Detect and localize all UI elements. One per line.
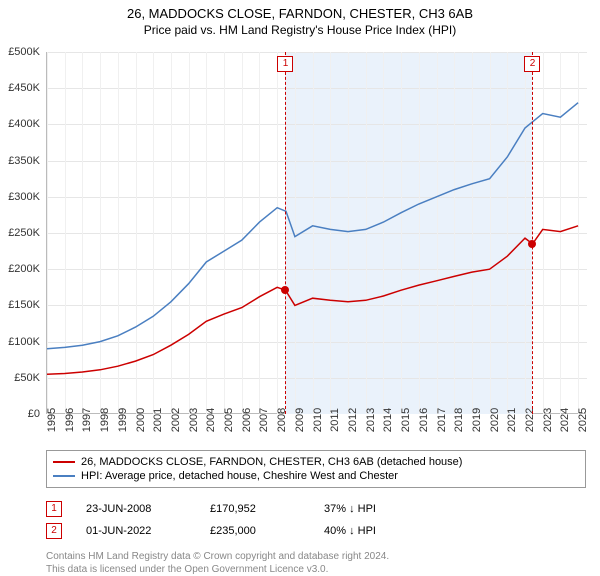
legend-row-hpi: HPI: Average price, detached house, Ches…	[53, 469, 579, 483]
y-tick-label: £100K	[8, 336, 40, 348]
sale-dot	[281, 286, 289, 294]
y-tick-label: £200K	[8, 263, 40, 275]
sale-line	[285, 52, 286, 414]
sales-badge-1: 1	[46, 501, 62, 517]
legend-label-property: 26, MADDOCKS CLOSE, FARNDON, CHESTER, CH…	[81, 456, 462, 468]
y-tick-label: £300K	[8, 191, 40, 203]
legend-swatch-hpi	[53, 475, 75, 477]
y-tick-label: £0	[28, 408, 40, 420]
y-tick-label: £50K	[14, 372, 40, 384]
legend-swatch-property	[53, 461, 75, 463]
sales-date-2: 01-JUN-2022	[86, 525, 186, 537]
chart-container: 26, MADDOCKS CLOSE, FARNDON, CHESTER, CH…	[0, 0, 600, 560]
legend-area: 26, MADDOCKS CLOSE, FARNDON, CHESTER, CH…	[46, 450, 586, 576]
property-line	[47, 226, 578, 374]
sale-line	[532, 52, 533, 414]
sales-badge-2: 2	[46, 523, 62, 539]
sales-row-1: 1 23-JUN-2008 £170,952 37% ↓ HPI	[46, 498, 586, 520]
sale-dot	[528, 240, 536, 248]
y-tick-label: £400K	[8, 118, 40, 130]
sale-marker-badge: 2	[524, 56, 540, 72]
sales-price-2: £235,000	[210, 525, 300, 537]
legend-row-property: 26, MADDOCKS CLOSE, FARNDON, CHESTER, CH…	[53, 455, 579, 469]
title-block: 26, MADDOCKS CLOSE, FARNDON, CHESTER, CH…	[0, 0, 600, 37]
chart-area: 12 £0£50K£100K£150K£200K£250K£300K£350K£…	[46, 52, 586, 414]
y-tick-label: £450K	[8, 82, 40, 94]
sales-diff-1: 37% ↓ HPI	[324, 503, 424, 515]
footnote-line-1: Contains HM Land Registry data © Crown c…	[46, 550, 586, 563]
y-tick-label: £350K	[8, 155, 40, 167]
y-tick-label: £250K	[8, 227, 40, 239]
chart-title: 26, MADDOCKS CLOSE, FARNDON, CHESTER, CH…	[0, 6, 600, 21]
sale-marker-badge: 1	[277, 56, 293, 72]
sales-row-2: 2 01-JUN-2022 £235,000 40% ↓ HPI	[46, 520, 586, 542]
y-tick-label: £150K	[8, 299, 40, 311]
legend-label-hpi: HPI: Average price, detached house, Ches…	[81, 470, 398, 482]
legend-box: 26, MADDOCKS CLOSE, FARNDON, CHESTER, CH…	[46, 450, 586, 488]
chart-subtitle: Price paid vs. HM Land Registry's House …	[0, 23, 600, 37]
hpi-line	[47, 103, 578, 349]
sales-date-1: 23-JUN-2008	[86, 503, 186, 515]
footnote: Contains HM Land Registry data © Crown c…	[46, 550, 586, 576]
line-layer	[47, 52, 587, 414]
footnote-line-2: This data is licensed under the Open Gov…	[46, 563, 586, 576]
sales-table: 1 23-JUN-2008 £170,952 37% ↓ HPI 2 01-JU…	[46, 498, 586, 542]
sales-diff-2: 40% ↓ HPI	[324, 525, 424, 537]
y-tick-label: £500K	[8, 46, 40, 58]
plot-region: 12	[46, 52, 586, 414]
sales-price-1: £170,952	[210, 503, 300, 515]
